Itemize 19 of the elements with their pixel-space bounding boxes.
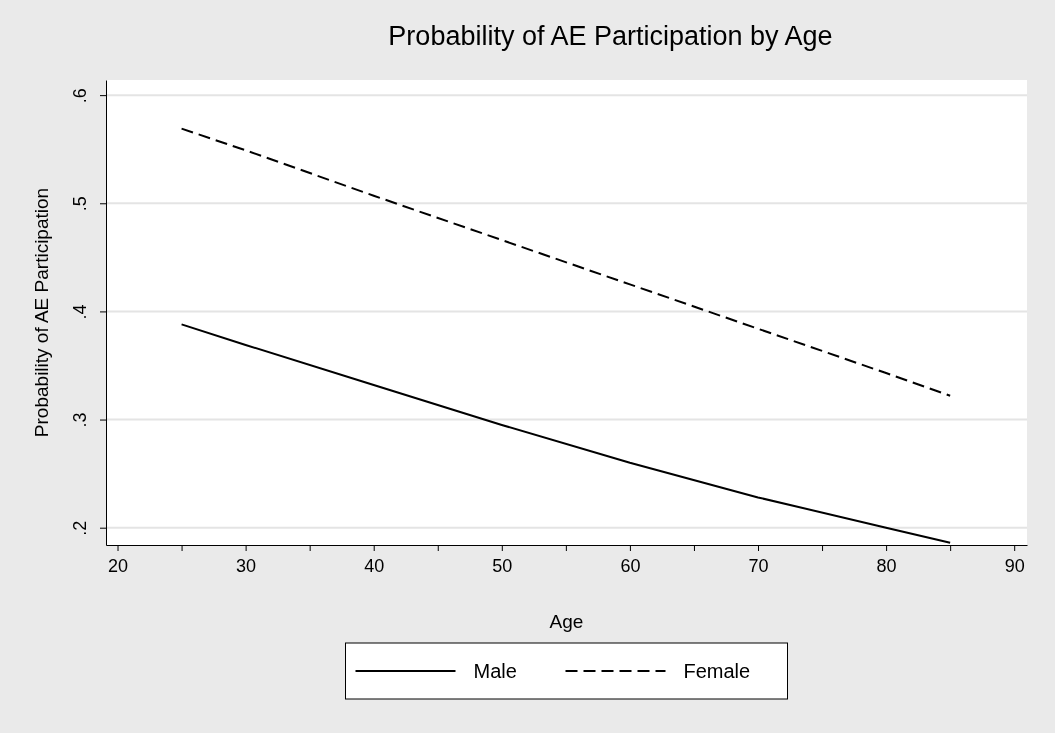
- legend-label: Male: [473, 660, 517, 682]
- y-tick-label: .3: [70, 412, 90, 428]
- y-tick-label: .2: [70, 520, 90, 536]
- y-tick-label: .6: [70, 88, 90, 104]
- x-axis-title: Age: [549, 611, 584, 632]
- x-tick-label: 80: [876, 556, 897, 576]
- legend-label: Female: [683, 660, 751, 682]
- y-tick-label: .4: [70, 304, 90, 320]
- x-tick-label: 30: [236, 556, 257, 576]
- x-tick-label: 50: [492, 556, 513, 576]
- chart-title: Probability of AE Participation by Age: [388, 21, 833, 51]
- y-tick-label: .5: [70, 196, 90, 212]
- x-tick-label: 90: [1004, 556, 1025, 576]
- x-tick-label: 60: [620, 556, 641, 576]
- x-tick-label: 40: [364, 556, 385, 576]
- x-tick-label: 20: [108, 556, 129, 576]
- y-axis-title: Probability of AE Participation: [31, 187, 52, 438]
- line-series: [180, 127, 952, 397]
- x-tick-label: 70: [748, 556, 769, 576]
